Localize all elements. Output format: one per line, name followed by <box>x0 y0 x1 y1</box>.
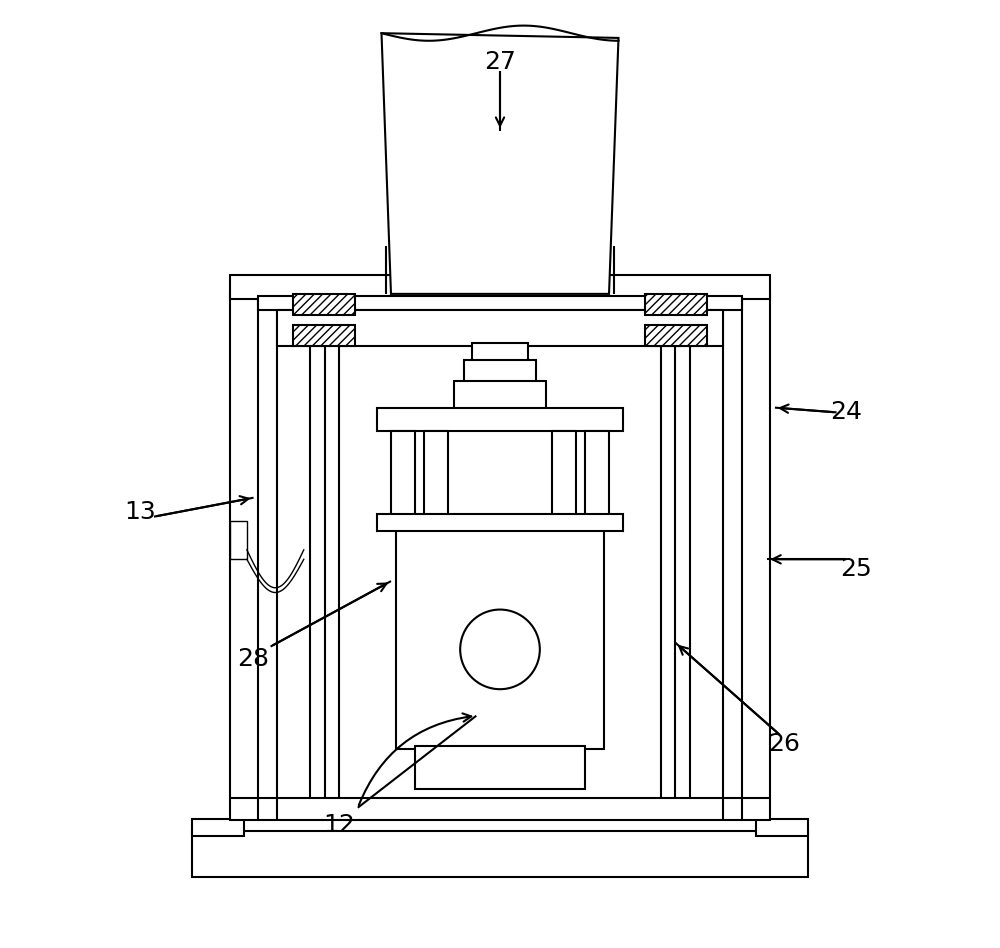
Text: 26: 26 <box>768 732 800 757</box>
Bar <box>464 360 536 384</box>
Bar <box>454 381 546 410</box>
Bar <box>230 521 247 559</box>
Bar <box>645 325 707 346</box>
Text: 25: 25 <box>840 556 871 581</box>
Bar <box>472 343 528 362</box>
Bar <box>293 294 355 315</box>
Text: 28: 28 <box>238 647 270 671</box>
Bar <box>391 431 415 517</box>
Bar <box>552 431 576 517</box>
Bar <box>192 831 808 877</box>
Bar <box>645 294 707 315</box>
Text: 13: 13 <box>124 500 156 524</box>
Bar <box>293 325 355 346</box>
Text: 24: 24 <box>830 400 862 425</box>
Bar <box>258 296 742 310</box>
Bar <box>192 819 244 836</box>
Text: 27: 27 <box>484 49 516 74</box>
Bar <box>277 310 723 346</box>
Bar <box>230 294 770 820</box>
Text: 12: 12 <box>323 812 355 837</box>
Bar <box>377 514 623 531</box>
Bar <box>230 275 770 299</box>
Bar <box>424 431 448 517</box>
Bar <box>756 819 808 836</box>
Bar <box>415 746 585 789</box>
Bar <box>396 526 604 749</box>
Bar <box>377 408 623 431</box>
Polygon shape <box>382 33 618 294</box>
Circle shape <box>460 610 540 689</box>
Bar <box>585 431 609 517</box>
